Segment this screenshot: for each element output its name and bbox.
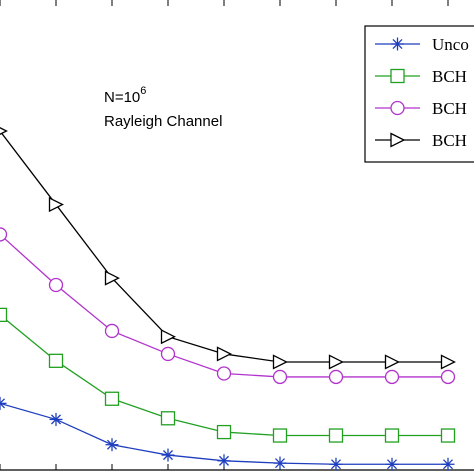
marker-square [160, 411, 176, 426]
marker-circle [272, 369, 288, 385]
marker-triangle-right [216, 346, 232, 362]
marker-asterisk [329, 457, 343, 471]
annotation-n-base: N=10 [104, 89, 140, 106]
marker-asterisk [105, 438, 119, 452]
legend-label: BCH [432, 131, 467, 150]
marker-circle [160, 346, 176, 362]
annotation: N=106 Rayleigh Channel [104, 85, 222, 130]
legend-label: BCH [432, 99, 467, 118]
legend-label: BCH [432, 67, 467, 86]
marker-square [272, 428, 288, 443]
marker-square [216, 424, 232, 440]
marker-triangle-right [272, 354, 288, 370]
marker-square [390, 68, 405, 84]
marker-square [384, 428, 400, 443]
annotation-n-exponent: 6 [140, 85, 146, 97]
series-layer [0, 127, 456, 471]
marker-circle [0, 227, 8, 242]
marker-triangle-right [48, 196, 64, 213]
annotation-channel: Rayleigh Channel [104, 113, 222, 130]
marker-circle [328, 369, 344, 385]
marker-asterisk [391, 37, 404, 51]
marker-circle [48, 277, 64, 293]
marker-circle [390, 100, 405, 116]
marker-square [104, 391, 120, 406]
marker-triangle-right [0, 127, 8, 135]
annotation-n: N=106 [104, 85, 146, 106]
marker-triangle-right [328, 354, 344, 370]
marker-square [328, 428, 344, 443]
marker-circle [216, 366, 232, 381]
marker-triangle-right [390, 132, 406, 148]
marker-circle [104, 323, 120, 339]
marker-circle [440, 369, 456, 385]
marker-asterisk [273, 456, 287, 470]
series-line [0, 130, 448, 363]
legend-box [364, 25, 474, 163]
series-2 [0, 227, 456, 385]
marker-asterisk [161, 448, 175, 462]
marker-asterisk [217, 454, 231, 468]
series-0 [0, 396, 455, 471]
marker-asterisk [441, 457, 455, 471]
marker-square [0, 307, 8, 323]
series-3 [0, 127, 456, 370]
series-1 [0, 307, 456, 443]
marker-asterisk [0, 396, 7, 410]
marker-triangle-right [384, 354, 400, 370]
marker-triangle-right [440, 354, 456, 370]
legend: Unco BCH BCH BCH [364, 25, 474, 163]
marker-circle [384, 369, 400, 385]
marker-triangle-right [104, 270, 120, 286]
marker-square [440, 428, 456, 443]
marker-triangle-right [160, 329, 176, 345]
marker-asterisk [49, 412, 63, 426]
marker-asterisk [385, 457, 399, 471]
legend-label: Unco [432, 35, 469, 54]
marker-square [48, 353, 64, 368]
